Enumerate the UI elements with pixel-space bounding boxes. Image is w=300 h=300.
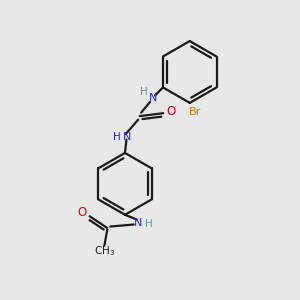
Text: H: H bbox=[113, 132, 121, 142]
Text: CH$_3$: CH$_3$ bbox=[94, 245, 115, 259]
Text: O: O bbox=[77, 206, 86, 219]
Text: N: N bbox=[149, 94, 157, 103]
Text: N: N bbox=[123, 132, 131, 142]
Text: H: H bbox=[140, 87, 148, 97]
Text: O: O bbox=[167, 105, 176, 118]
Text: Br: Br bbox=[189, 107, 201, 117]
Text: N: N bbox=[134, 218, 142, 228]
Text: H: H bbox=[145, 220, 152, 230]
